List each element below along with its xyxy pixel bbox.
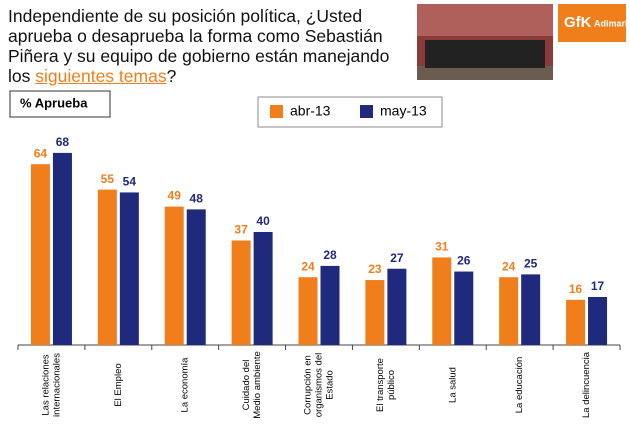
x-tick-label: El transporte <box>375 358 386 412</box>
value-label: 24 <box>301 259 315 273</box>
x-tick-label: Las relaciones <box>40 354 51 416</box>
bar <box>432 257 452 345</box>
value-label: 24 <box>502 259 516 273</box>
y-label-box <box>9 90 111 118</box>
value-label: 23 <box>368 262 382 276</box>
legend-label: abr-13 <box>290 103 331 119</box>
x-tick-label: La salud <box>447 367 458 403</box>
bar <box>119 192 139 345</box>
x-tick-label: Estado <box>325 370 336 400</box>
bar <box>253 232 273 345</box>
legend-swatch <box>360 105 373 118</box>
value-label: 31 <box>435 240 449 254</box>
bar <box>186 209 206 345</box>
photo-wall <box>417 4 553 36</box>
value-label: 25 <box>524 257 538 271</box>
title-end: ? <box>166 66 177 86</box>
value-label: 16 <box>569 282 583 296</box>
value-label: 40 <box>256 214 270 228</box>
x-tick-label: internacionales <box>51 353 62 417</box>
title: Independiente de su posición política, ¿… <box>8 6 408 86</box>
x-tick-label: Medio ambiente <box>252 351 263 419</box>
title-text: Independiente de su posición política, ¿… <box>8 6 390 86</box>
bar <box>231 240 251 345</box>
logo: GfK <box>564 14 592 31</box>
bar <box>97 189 117 345</box>
bar <box>387 268 407 345</box>
x-tick-label: público <box>386 370 397 400</box>
value-label: 64 <box>34 146 48 160</box>
legend-label: may-13 <box>380 103 427 119</box>
legend <box>257 96 443 128</box>
value-label: 17 <box>591 279 605 293</box>
bar <box>566 299 586 345</box>
photo-floor <box>417 66 553 80</box>
bar <box>30 164 50 345</box>
bar <box>521 274 541 345</box>
legend-swatch <box>270 105 283 118</box>
x-tick-label: organismos del <box>314 353 325 417</box>
bar <box>454 271 474 345</box>
bar <box>52 152 72 345</box>
x-tick-label: La delincuencia <box>581 351 592 418</box>
bar <box>588 296 608 345</box>
title-link: siguientes temas <box>35 66 167 86</box>
x-tick-label: La economía <box>180 357 191 413</box>
x-tick-label: Corrupción en <box>303 355 314 415</box>
value-label: 26 <box>457 254 471 268</box>
value-label: 37 <box>234 223 248 237</box>
logo-box <box>558 4 626 42</box>
logo-brand: Adimark <box>594 18 630 28</box>
bar <box>164 206 184 345</box>
x-tick-label: Cuidado del <box>241 360 252 411</box>
bar <box>320 265 340 345</box>
value-label: 48 <box>190 192 204 206</box>
bar <box>499 277 519 345</box>
bar <box>365 280 385 345</box>
value-label: 54 <box>123 175 137 189</box>
value-label: 68 <box>56 135 70 149</box>
value-label: 28 <box>323 248 337 262</box>
value-label: 27 <box>390 251 404 265</box>
value-label: 49 <box>168 189 182 203</box>
bar <box>298 277 318 345</box>
value-label: 55 <box>101 172 115 186</box>
x-tick-label: La educación <box>514 357 525 414</box>
x-tick-label: El Empleo <box>113 363 124 406</box>
y-label: % Aprueba <box>20 95 88 110</box>
photo-people <box>425 40 545 68</box>
